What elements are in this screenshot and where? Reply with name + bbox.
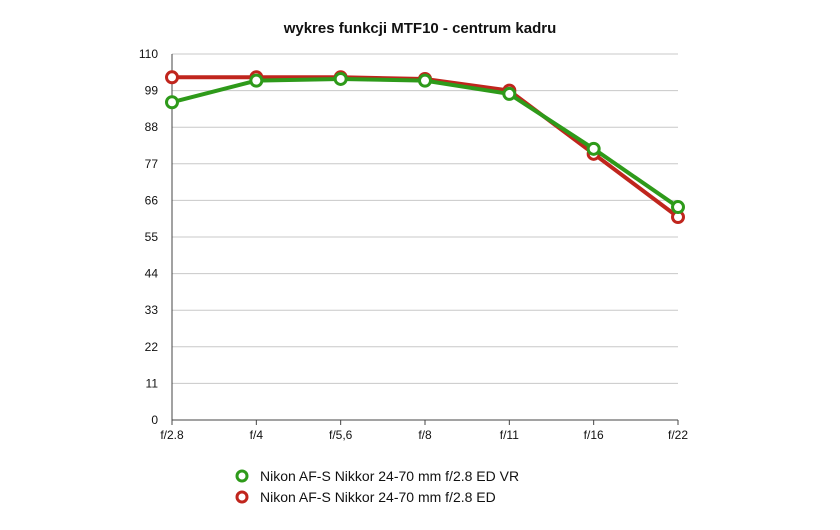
y-tick-label: 88	[145, 120, 159, 134]
series-line-0	[170, 75, 680, 220]
x-tick-label: f/5,6	[329, 428, 353, 442]
x-tick-label: f/8	[418, 428, 432, 442]
legend-item-vr: Nikon AF-S Nikkor 24-70 mm f/2.8 ED VR	[232, 465, 519, 486]
y-tick-label: 110	[139, 47, 158, 61]
y-tick-label: 0	[151, 413, 158, 427]
x-tick-label: f/22	[668, 428, 688, 442]
chart-title: wykres funkcji MTF10 - centrum kadru	[283, 20, 557, 37]
data-point	[333, 71, 348, 86]
legend-marker-icon	[232, 489, 254, 505]
x-tick-label: f/2.8	[160, 428, 184, 442]
y-tick-label: 33	[145, 303, 159, 317]
y-tick-label: 99	[145, 84, 159, 98]
axes	[171, 54, 679, 425]
tick-labels: 0 11 22 33 44 55 66 77 88 99 110 f/2.8 f/4 f/5,6 f/8 f/…	[139, 47, 688, 442]
series-line-1	[170, 76, 680, 210]
legend-marker-icon	[232, 468, 254, 484]
y-tick-label: 66	[145, 193, 159, 207]
y-tick-label: 11	[146, 376, 159, 390]
y-tick-label: 55	[145, 230, 159, 244]
legend: Nikon AF-S Nikkor 24-70 mm f/2.8 ED VR N…	[232, 465, 519, 507]
legend-label: Nikon AF-S Nikkor 24-70 mm f/2.8 ED	[260, 488, 496, 505]
line-chart: 0 11 22 33 44 55 66 77 88 99 110 f/2.8 f/4 f/5,6 f/8 f/…	[139, 47, 688, 442]
x-tick-label: f/4	[250, 428, 264, 442]
data-point	[502, 86, 517, 101]
data-point	[586, 141, 601, 156]
legend-item-ed: Nikon AF-S Nikkor 24-70 mm f/2.8 ED	[232, 486, 519, 507]
y-tick-label: 77	[145, 157, 159, 171]
gridlines	[172, 53, 678, 384]
data-point	[165, 70, 179, 85]
x-tick-label: f/11	[500, 428, 519, 442]
data-point	[249, 73, 264, 88]
y-tick-label: 22	[145, 340, 159, 354]
legend-label: Nikon AF-S Nikkor 24-70 mm f/2.8 ED VR	[260, 467, 520, 484]
series-lines	[165, 70, 685, 225]
data-point	[165, 95, 179, 110]
data-point	[418, 73, 432, 88]
data-point	[671, 200, 685, 215]
x-tick-label: f/16	[584, 428, 604, 442]
y-tick-label: 44	[145, 267, 159, 281]
